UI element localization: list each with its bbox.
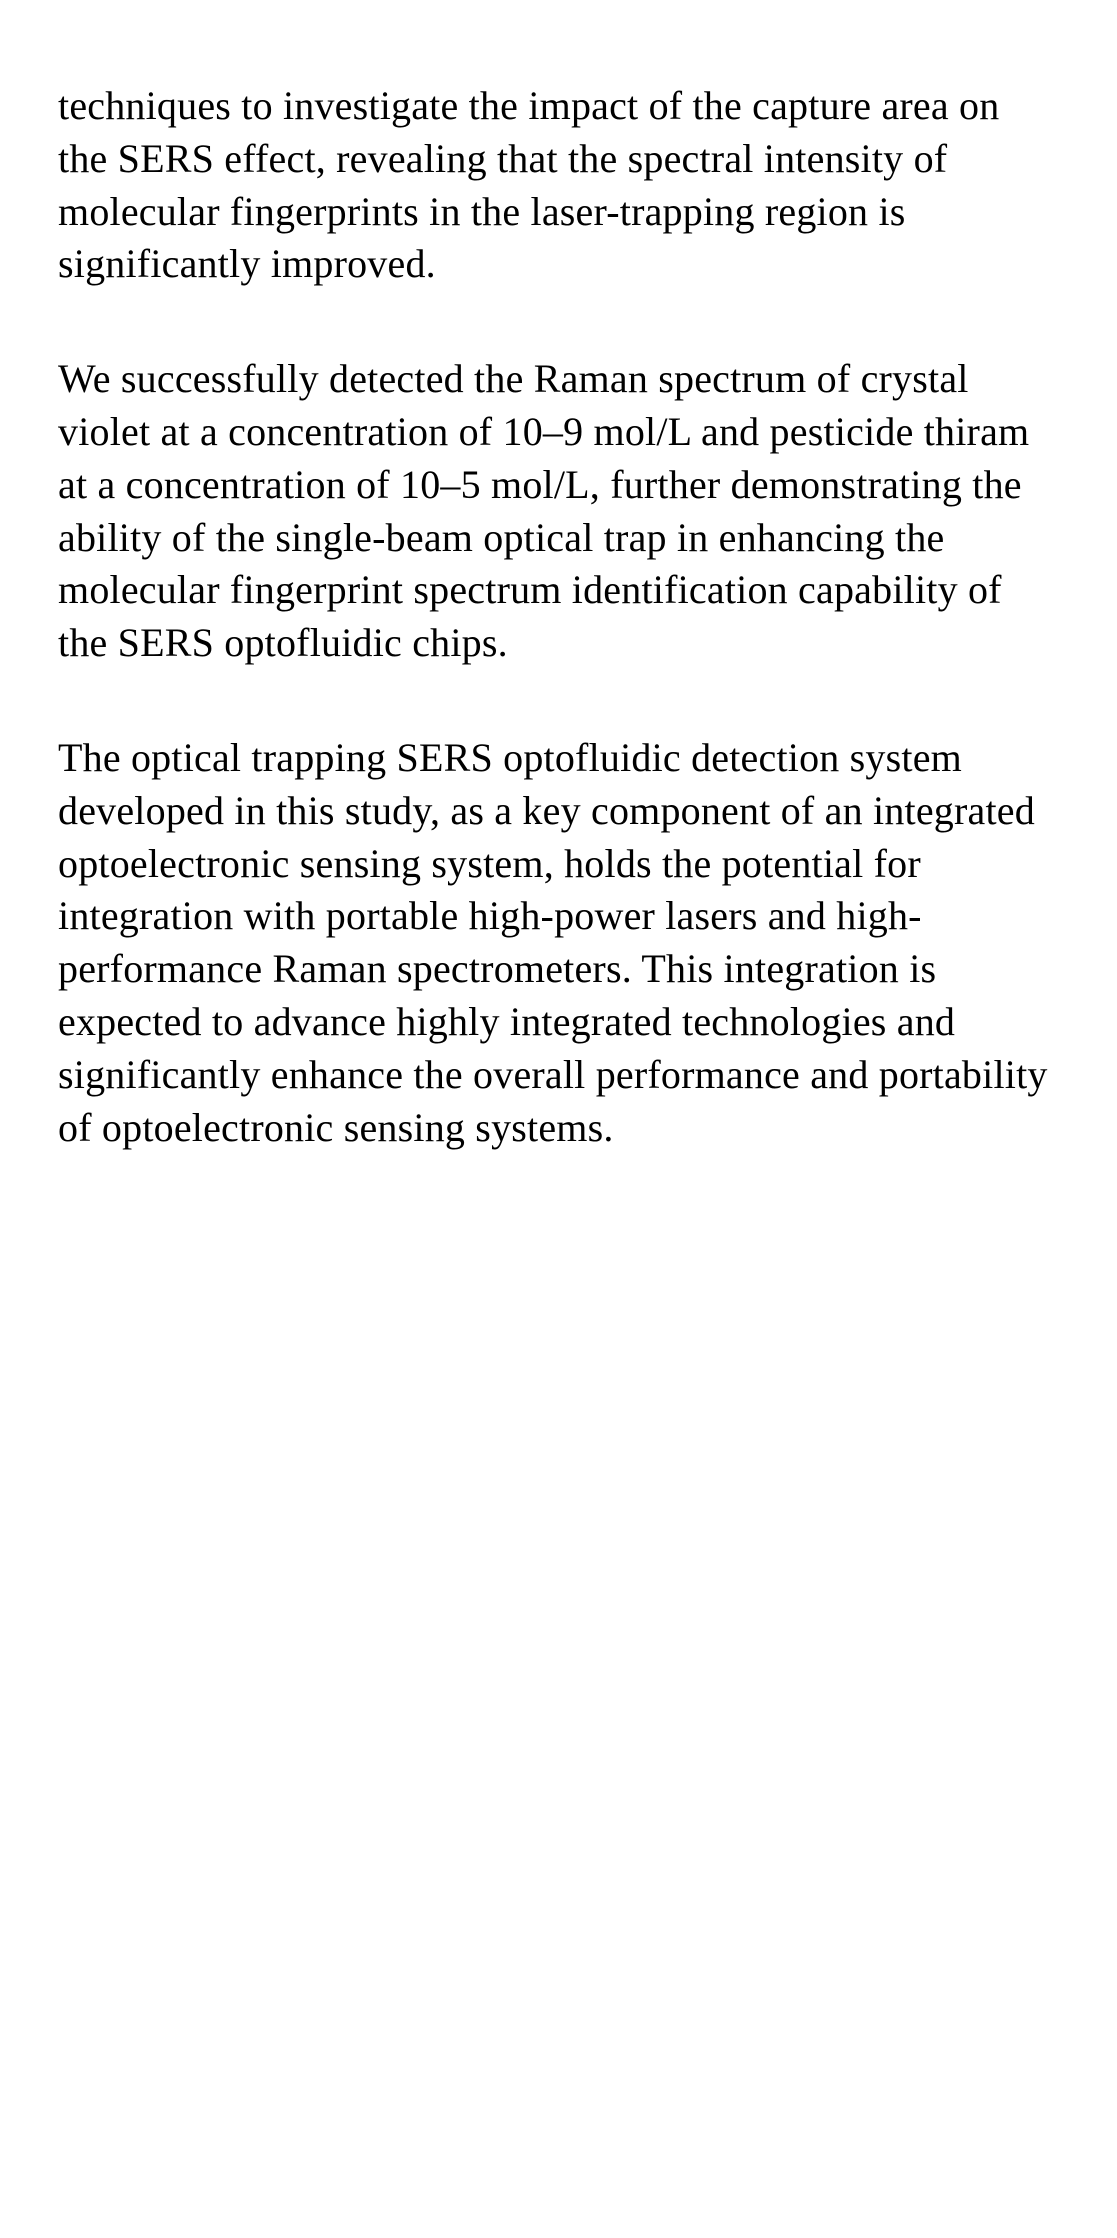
paragraph-2: We successfully detected the Raman spect… bbox=[58, 353, 1059, 670]
paragraph-3: The optical trapping SERS optofluidic de… bbox=[58, 732, 1059, 1154]
paragraph-1: techniques to investigate the impact of … bbox=[58, 80, 1059, 291]
article-body: techniques to investigate the impact of … bbox=[58, 80, 1059, 1154]
